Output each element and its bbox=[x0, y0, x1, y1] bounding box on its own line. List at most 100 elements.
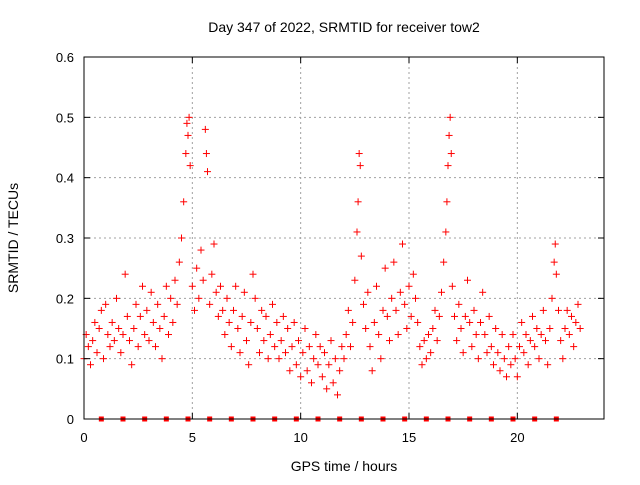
data-point bbox=[433, 337, 441, 345]
data-point bbox=[427, 349, 435, 357]
data-point bbox=[149, 318, 157, 326]
data-point bbox=[217, 282, 224, 290]
data-point bbox=[392, 306, 400, 314]
data-point bbox=[496, 367, 504, 375]
data-point bbox=[518, 318, 526, 326]
data-point bbox=[329, 379, 337, 387]
data-point bbox=[364, 288, 372, 296]
data-point bbox=[524, 361, 532, 369]
data-point bbox=[507, 361, 515, 369]
data-point bbox=[474, 355, 482, 363]
data-point bbox=[552, 270, 560, 278]
data-point bbox=[251, 294, 259, 302]
data-point bbox=[331, 355, 339, 363]
data-point bbox=[312, 331, 320, 339]
data-point bbox=[548, 294, 556, 302]
data-point bbox=[178, 234, 185, 242]
data-point bbox=[117, 349, 125, 357]
data-point bbox=[136, 312, 144, 320]
x-tick-label: 10 bbox=[293, 430, 307, 445]
data-point bbox=[483, 349, 491, 357]
data-point bbox=[195, 294, 203, 302]
data-point bbox=[368, 367, 376, 375]
data-point bbox=[383, 312, 391, 320]
data-point bbox=[375, 331, 383, 339]
data-point bbox=[141, 331, 149, 339]
data-point bbox=[409, 270, 417, 278]
data-point bbox=[438, 288, 445, 296]
data-point bbox=[284, 325, 292, 332]
data-point bbox=[533, 325, 541, 332]
data-point bbox=[485, 312, 493, 320]
data-point bbox=[185, 113, 193, 121]
data-point bbox=[429, 325, 437, 332]
data-point bbox=[349, 318, 357, 326]
data-point bbox=[139, 282, 146, 290]
data-point bbox=[559, 355, 567, 363]
data-point bbox=[353, 228, 361, 236]
data-point bbox=[186, 162, 194, 170]
data-point bbox=[204, 168, 211, 176]
data-point bbox=[232, 282, 240, 290]
y-tick-label: 0.4 bbox=[56, 171, 74, 186]
data-point bbox=[84, 343, 92, 351]
data-point bbox=[156, 325, 164, 332]
data-point bbox=[435, 312, 443, 320]
data-point bbox=[412, 294, 419, 302]
data-point bbox=[557, 337, 565, 345]
data-point bbox=[245, 361, 253, 369]
data-point bbox=[318, 373, 326, 381]
data-point bbox=[401, 300, 409, 308]
data-point bbox=[273, 318, 281, 326]
data-point bbox=[565, 331, 573, 339]
data-point bbox=[396, 288, 404, 296]
data-point bbox=[201, 125, 209, 133]
data-point bbox=[266, 331, 274, 339]
data-point bbox=[180, 198, 188, 206]
data-point bbox=[277, 337, 285, 345]
data-point bbox=[93, 349, 101, 357]
data-point bbox=[253, 325, 261, 332]
data-point bbox=[219, 306, 227, 314]
data-point bbox=[175, 258, 183, 266]
data-point bbox=[327, 337, 335, 345]
data-point bbox=[208, 270, 216, 278]
data-point bbox=[347, 343, 354, 351]
data-point bbox=[443, 198, 451, 206]
data-points bbox=[80, 113, 584, 399]
data-point bbox=[308, 379, 315, 387]
data-point bbox=[221, 331, 229, 339]
data-point bbox=[97, 306, 105, 314]
data-point bbox=[338, 343, 346, 351]
data-point bbox=[279, 312, 287, 320]
data-point bbox=[128, 361, 136, 369]
data-point bbox=[457, 325, 465, 332]
data-point bbox=[169, 318, 177, 326]
data-point bbox=[191, 306, 198, 314]
data-point bbox=[544, 361, 552, 369]
data-point bbox=[455, 300, 463, 308]
data-point bbox=[459, 349, 467, 357]
data-point bbox=[212, 288, 220, 296]
data-point bbox=[394, 331, 402, 339]
y-tick-label: 0.3 bbox=[56, 231, 74, 246]
data-point bbox=[227, 343, 235, 351]
data-point bbox=[418, 361, 426, 369]
data-point bbox=[451, 312, 458, 320]
data-point bbox=[123, 312, 131, 320]
y-tick-label: 0.2 bbox=[56, 291, 74, 306]
data-point bbox=[130, 325, 138, 332]
data-point bbox=[448, 282, 456, 290]
data-point bbox=[247, 318, 255, 326]
data-point bbox=[108, 318, 116, 326]
data-point bbox=[275, 355, 283, 363]
x-tick-label: 5 bbox=[189, 430, 196, 445]
data-point bbox=[355, 150, 363, 158]
data-point bbox=[516, 343, 523, 351]
data-point bbox=[299, 349, 307, 357]
data-point bbox=[121, 270, 129, 278]
data-point bbox=[351, 276, 359, 284]
data-point bbox=[546, 325, 554, 332]
